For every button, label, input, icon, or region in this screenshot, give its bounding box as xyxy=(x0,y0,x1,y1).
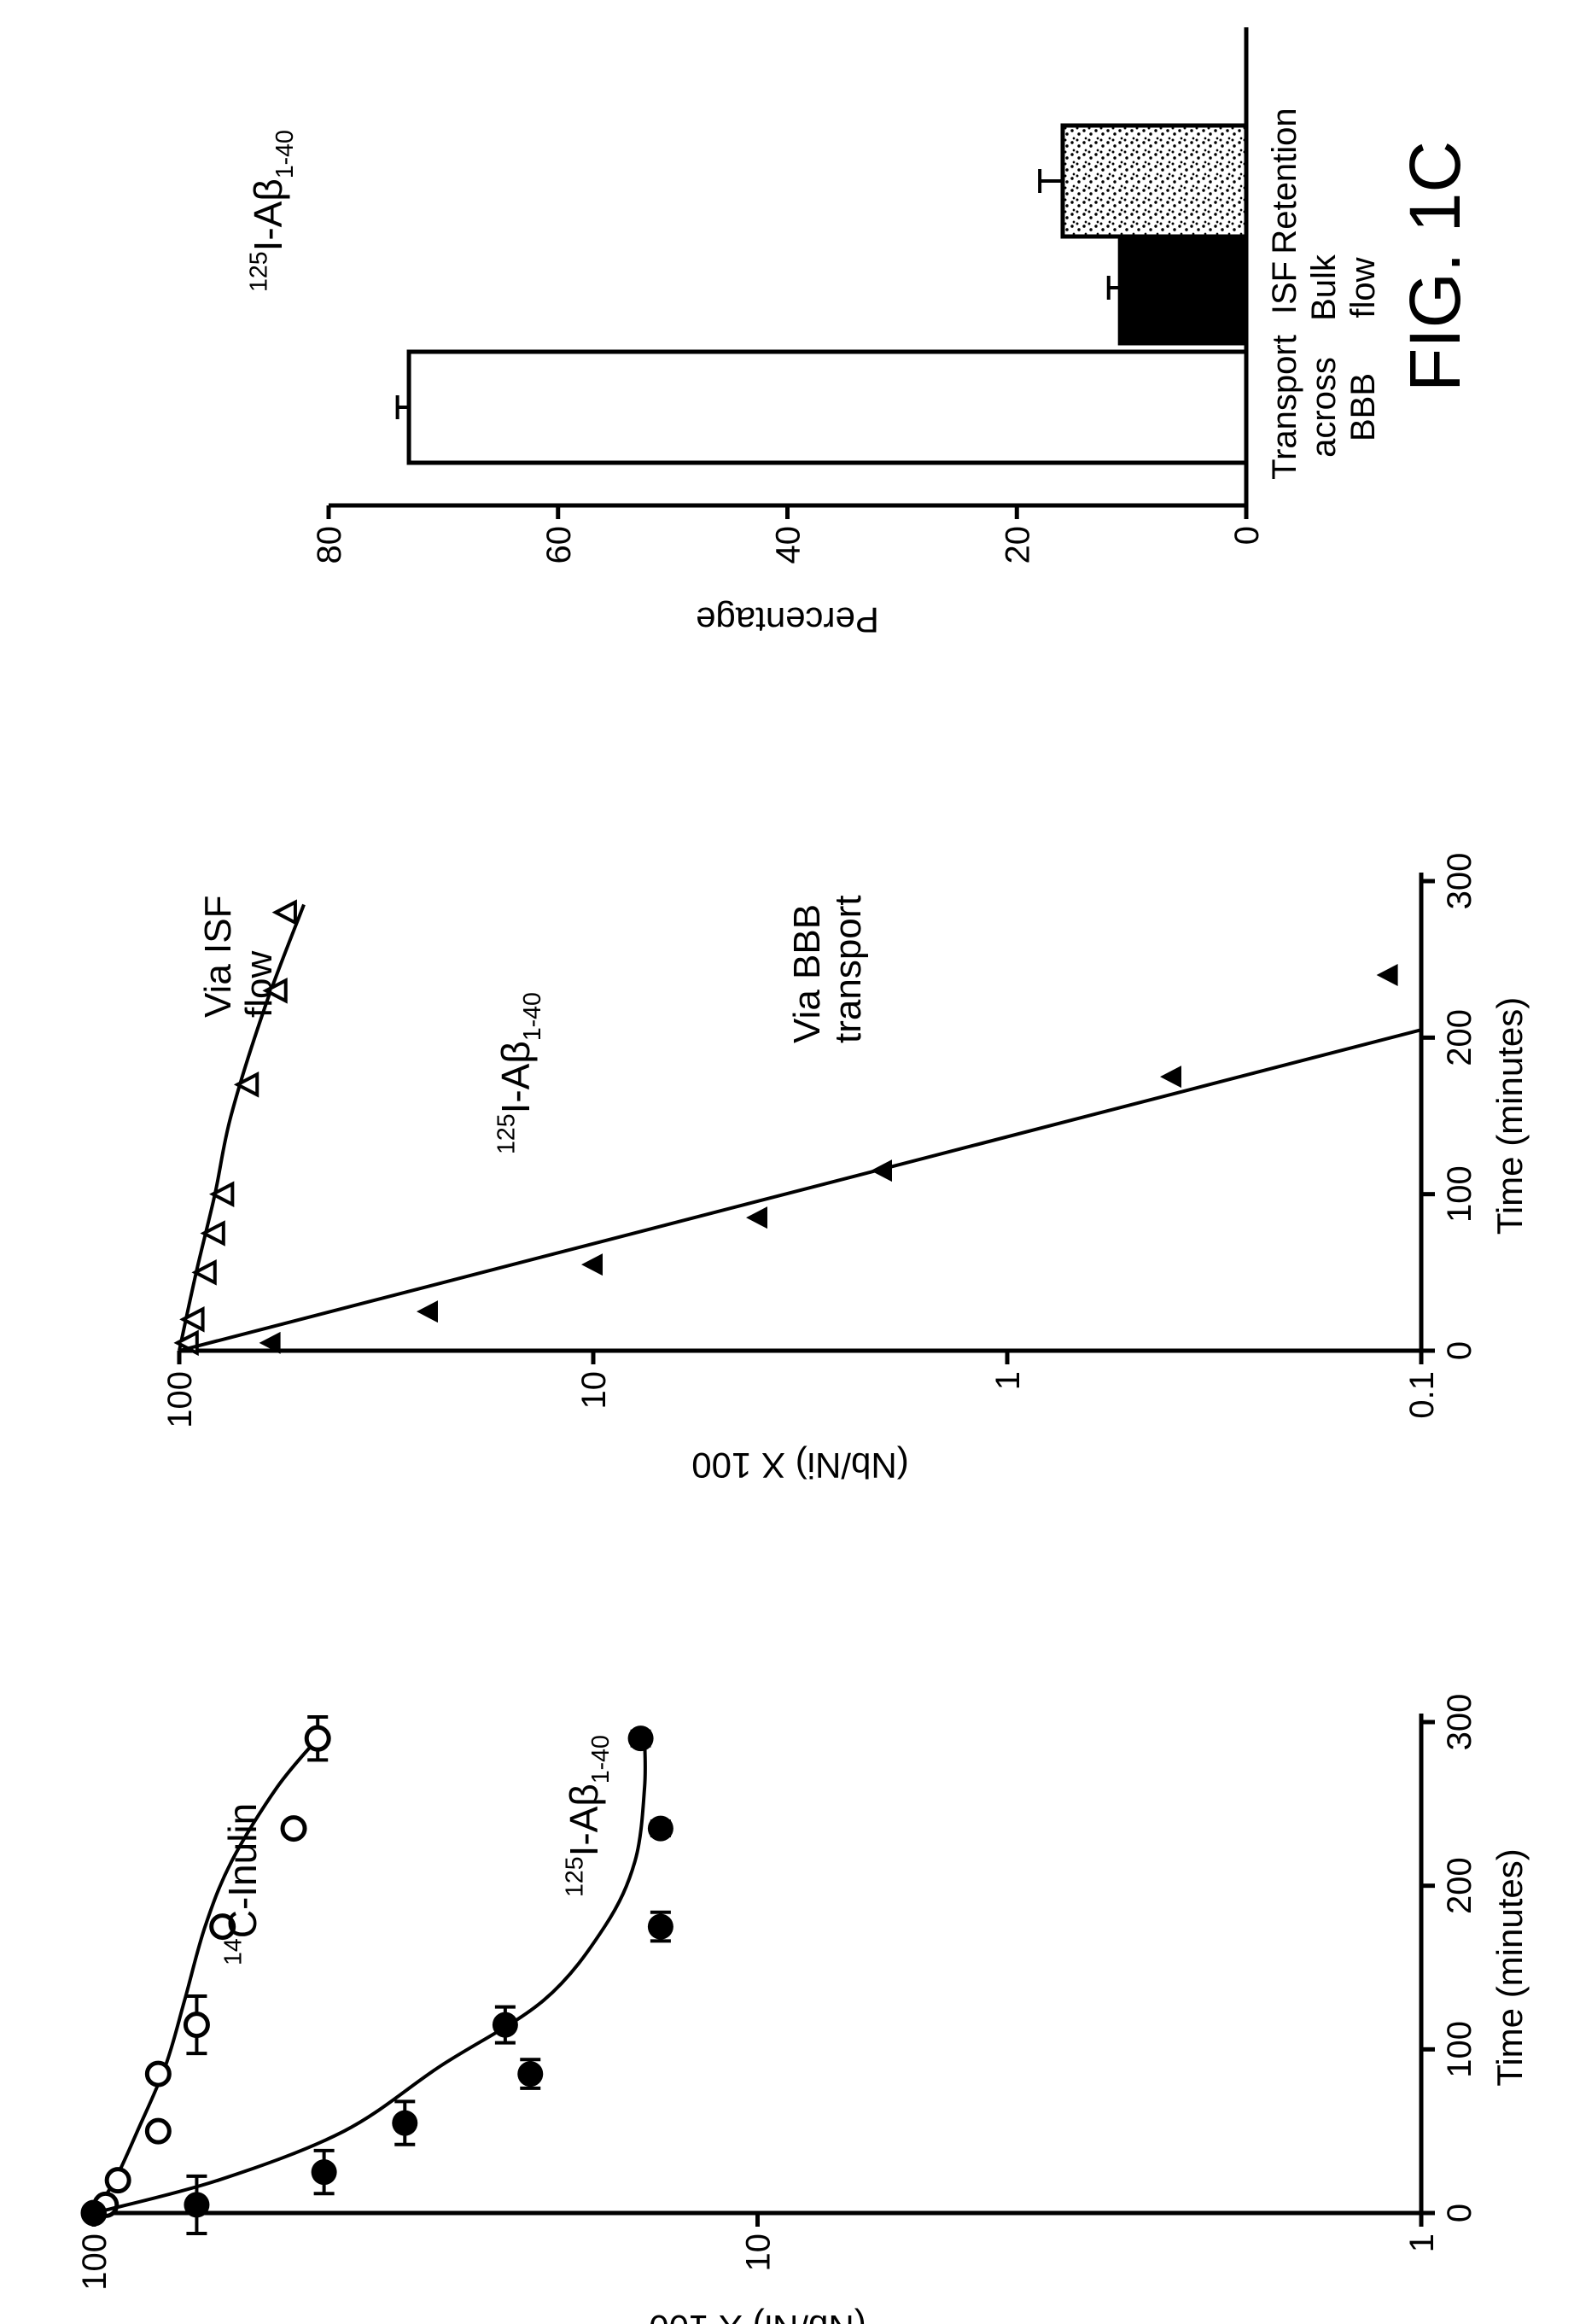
data-point xyxy=(746,1206,767,1229)
y-tick-label: 0.1 xyxy=(1403,1371,1441,1419)
data-point xyxy=(628,1725,654,1751)
y-tick-label: 100 xyxy=(161,1371,199,1428)
data-point xyxy=(276,902,295,923)
category-label: Bulk xyxy=(1305,254,1343,321)
series-label-abeta-sub: 1-40 xyxy=(587,1735,615,1784)
figure-caption: FIG. 1C xyxy=(1395,141,1475,392)
data-point xyxy=(147,2120,169,2142)
x-tick-label: 100 xyxy=(1441,1165,1478,1223)
series-label-bbb-2: transport xyxy=(827,895,869,1043)
y-tick-label: 1 xyxy=(989,1371,1027,1390)
series-label-abeta-main: I-Aβ xyxy=(562,1784,606,1856)
data-point xyxy=(184,2192,209,2217)
x-tick-label: 0 xyxy=(1441,1341,1478,1360)
category-label: BBB xyxy=(1344,373,1382,441)
chart-title-sup: 125 xyxy=(246,251,273,292)
data-point xyxy=(81,2200,107,2226)
data-point xyxy=(392,2111,417,2136)
bar-0 xyxy=(409,352,1246,463)
fig-1c-panel: 0 20 40 60 80 Percentage 125I-Aβ1-40 FIG. 1C Tra… xyxy=(246,27,1475,640)
rotated-figure-group: 0100200300110100Time (minutes)(Nb/Ni) X … xyxy=(76,27,1580,2324)
data-point xyxy=(648,1914,673,1940)
data-point xyxy=(517,2061,543,2087)
data-point xyxy=(312,2159,337,2185)
x-axis-label: Time (minutes) xyxy=(1490,997,1530,1235)
y-axis-label: (Nb/Ni) X 100 xyxy=(691,1445,908,1486)
x-axis-label: Time (minutes) xyxy=(1490,1848,1530,2086)
y-axis-label: Percentage xyxy=(696,600,879,640)
chart-title-sub: 1-40 xyxy=(271,130,299,178)
y-tick-label: 1 xyxy=(1403,2233,1441,2252)
data-point xyxy=(648,1816,673,1842)
fig-1b-panel: 0 100 200 300 0.1 1 10 100 Time (minutes) (Nb/Ni)… xyxy=(161,853,1580,1486)
chart-title: 125I-Aβ1-40 xyxy=(246,130,299,292)
x-tick-label: 200 xyxy=(1441,1857,1478,1914)
fit-line xyxy=(179,1030,1421,1351)
category-label: ISF xyxy=(1266,261,1303,314)
series-label-abeta: 125I-Aβ1-40 xyxy=(562,1735,615,1897)
data-point xyxy=(185,2014,207,2036)
fit-curve xyxy=(94,1738,318,2213)
series-label-bbb-1: Via BBB xyxy=(786,904,828,1043)
figure-caption: FIG. 1B xyxy=(1570,992,1580,1239)
series-label-inulin-main: C-Inulin xyxy=(220,1803,265,1939)
bar-1 xyxy=(1120,232,1246,343)
y-tick-label: 10 xyxy=(575,1371,613,1410)
series-label-isf-2: flow xyxy=(238,951,280,1018)
x-tick-label: 100 xyxy=(1441,2021,1478,2078)
category-label: across xyxy=(1305,357,1343,458)
fig-1a-panel: 0 100 200 300 1 10 100 Time (minutes) (Nb/Ni) X … xyxy=(76,1694,1580,2324)
annotation-abeta: 125I-Aβ1-40 xyxy=(493,992,546,1154)
y-tick-label: 80 xyxy=(311,526,348,564)
x-tick-label: 300 xyxy=(1441,1694,1478,1751)
data-point xyxy=(147,2063,169,2085)
y-tick-label: 100 xyxy=(76,2233,114,2291)
data-point xyxy=(493,2012,518,2038)
y-tick-label: 60 xyxy=(540,526,578,564)
category-label: Transport xyxy=(1266,335,1303,480)
category-label: Retention xyxy=(1266,108,1303,254)
x-tick-label: 0 xyxy=(1441,2204,1478,2222)
category-label: flow xyxy=(1344,257,1382,318)
data-point xyxy=(283,1818,305,1840)
data-point xyxy=(306,1727,329,1749)
series-label-abeta-sup: 125 xyxy=(562,1856,589,1897)
y-tick-label: 40 xyxy=(770,526,807,564)
figure-caption: FIG. 1A xyxy=(1570,1844,1580,2091)
axes xyxy=(94,1714,1435,2227)
series-0 xyxy=(83,1717,329,2224)
data-point xyxy=(1160,1066,1181,1088)
y-tick-label: 20 xyxy=(999,526,1036,564)
data-point xyxy=(871,1159,892,1182)
series-label-isf-1: Via ISF xyxy=(197,896,239,1018)
x-tick-label: 200 xyxy=(1441,1009,1478,1066)
annotation-abeta-sup: 125 xyxy=(493,1113,521,1154)
chart-title-main: I-Aβ xyxy=(246,178,290,251)
data-point xyxy=(581,1253,603,1276)
annotation-abeta-sub: 1-40 xyxy=(519,992,546,1041)
data-point xyxy=(417,1300,438,1323)
x-tick-label: 300 xyxy=(1441,853,1478,910)
series-label-inulin-sup: 14 xyxy=(220,1938,248,1965)
y-axis-label: (Nb/Ni) X 100 xyxy=(649,2308,866,2324)
bar-2 xyxy=(1063,126,1246,236)
annotation-abeta-main: I-Aβ xyxy=(493,1041,538,1113)
y-tick-label: 0 xyxy=(1228,526,1266,545)
y-tick-label: 10 xyxy=(740,2233,778,2272)
data-point xyxy=(1377,964,1398,986)
series-label-inulin: 14C-Inulin xyxy=(220,1803,265,1965)
data-point xyxy=(107,2169,129,2192)
